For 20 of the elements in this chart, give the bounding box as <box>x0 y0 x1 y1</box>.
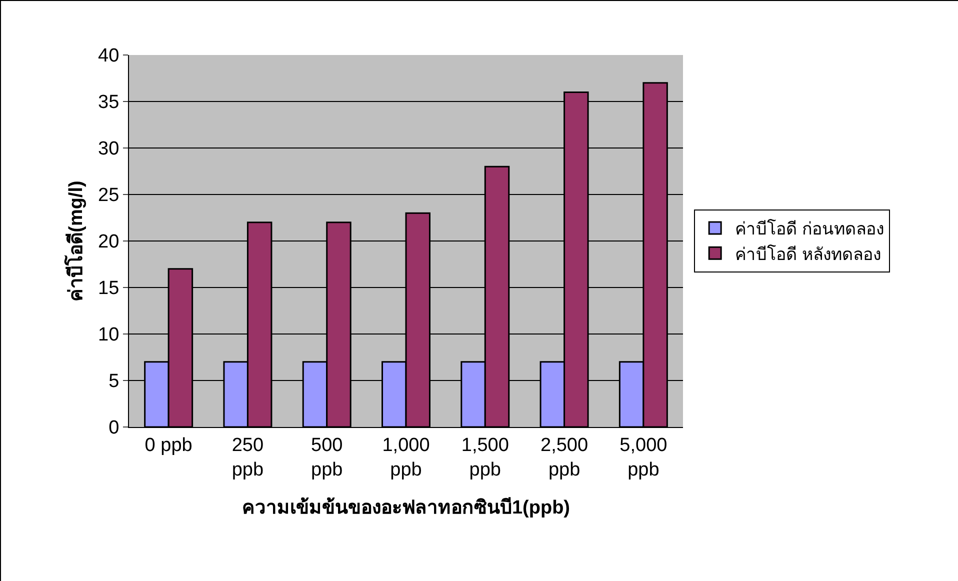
x-axis-title: ความเข้มข้นของอะฟลาทอกซินบี1(ppb) <box>242 496 570 518</box>
y-tick-label: 5 <box>108 371 120 392</box>
y-tick-label: 20 <box>98 232 120 253</box>
x-tick-label: 1,500 ppb <box>461 434 509 480</box>
x-tick-label: 5,000 ppb <box>620 434 668 480</box>
y-tick-label: 35 <box>98 92 120 114</box>
y-tick-label: 0 <box>108 418 120 439</box>
legend-label: ค่าบีโอดี ก่อนทดลอง <box>735 218 884 239</box>
legend-label: ค่าบีโอดี หลังทดลอง <box>735 244 881 264</box>
x-tick-label: 250 ppb <box>232 434 264 480</box>
y-tick-label: 25 <box>98 185 120 206</box>
x-tick-label: 1,000 ppb <box>382 434 430 480</box>
y-tick-label: 30 <box>98 138 120 160</box>
y-tick-label: 40 <box>98 46 120 67</box>
y-axis-title: ค่าบีโอดี(mg/l) <box>64 180 87 302</box>
y-tick-label: 15 <box>98 278 120 300</box>
x-tick-label: 500 ppb <box>311 434 343 480</box>
x-tick-label: 2,500 ppb <box>540 434 588 480</box>
x-tick-label: 0 ppb <box>144 434 192 456</box>
y-tick-label: 10 <box>98 324 120 346</box>
